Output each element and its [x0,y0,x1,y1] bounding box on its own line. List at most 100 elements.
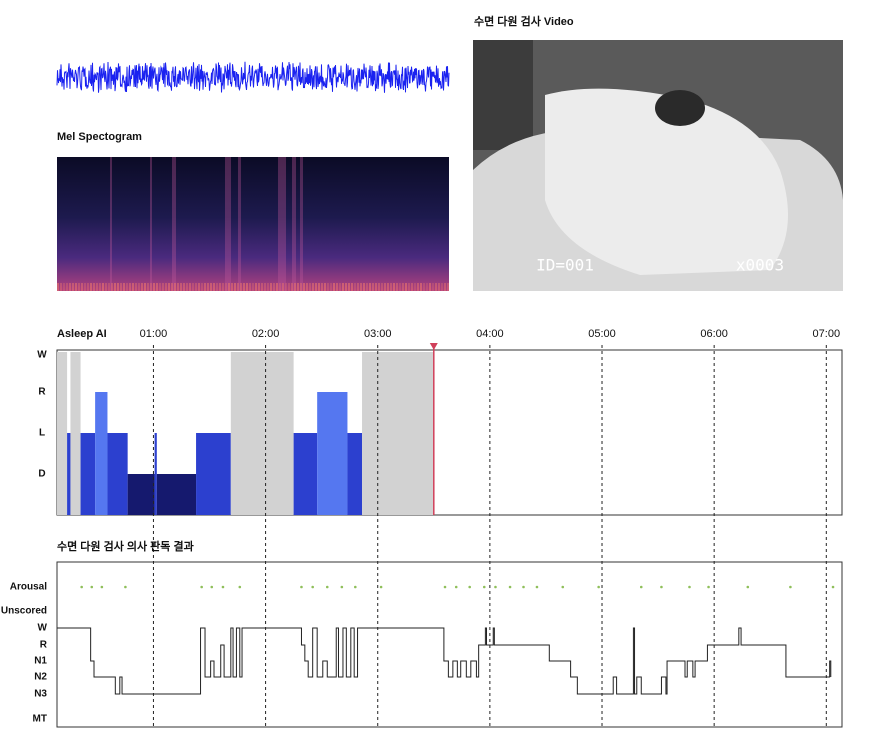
spectrogram-streak [110,157,112,291]
spectrogram-band [294,283,296,291]
spectrogram-band [87,283,89,291]
stage-bar [293,433,318,515]
spectrogram-band [225,283,227,291]
arousal-dot [707,585,710,589]
spectrogram-band [336,283,338,291]
spectrogram-band [210,283,212,291]
spectrogram-band [435,283,437,291]
arousal-dot [522,585,525,589]
spectrogram-band [60,283,62,291]
x-tick-label: 07:00 [813,328,841,340]
spectrogram-band [177,283,179,291]
spectrogram-band [165,283,167,291]
y-tick-label: N3 [34,689,47,700]
spectrogram-band [99,283,101,291]
spectrogram-band [90,283,92,291]
spectrogram-band [111,283,113,291]
spectrogram-band [246,283,248,291]
spectrogram-band [411,283,413,291]
spectrogram-band [372,283,374,291]
stage-bar [95,392,108,515]
spectrogram-band [402,283,404,291]
spectrogram-band [66,283,68,291]
spectrogram-band [366,283,368,291]
spectrogram-band [129,283,131,291]
spectrogram-band [180,283,182,291]
spectrogram-band [69,283,71,291]
spectrogram-streak [150,157,152,291]
stage-bar [317,392,348,515]
spectrogram-band [441,283,443,291]
time-cursor-head [429,343,438,350]
spectrogram-band [168,283,170,291]
spectrogram-band [348,283,350,291]
spectrogram-band [186,283,188,291]
stage-bar [362,352,434,515]
spectrogram-band [270,283,272,291]
spectrogram-band [255,283,257,291]
spectrogram-band [141,283,143,291]
y-tick-label: N2 [34,672,47,683]
spectrogram-band [135,283,137,291]
spectrogram-band [198,283,200,291]
spectrogram-band [288,283,290,291]
spectrogram-band [195,283,197,291]
spectrogram-band [258,283,260,291]
spectrogram-band [273,283,275,291]
spectrogram-band [393,283,395,291]
y-tick-label: R [38,387,46,398]
spectrogram-band [414,283,416,291]
arousal-dot [311,585,314,589]
spectrogram-streak [238,157,241,291]
waveform-trace [56,61,450,93]
arousal-dot [746,585,750,589]
arousal-dot [688,585,691,589]
spectrogram-band [222,283,224,291]
spectrogram-streak [172,157,176,291]
arousal-dot [494,585,497,589]
spectrogram-band [96,283,98,291]
spectrogram-band [132,283,134,291]
arousal-dot [124,585,127,589]
stage-bar [196,433,231,515]
arousal-dot [443,585,447,589]
spectrogram-band [276,283,278,291]
y-tick-label: Unscored [1,606,47,617]
stage-bar [347,433,363,515]
spectrogram-band [285,283,287,291]
spectrogram-band [354,283,356,291]
arousal-dot [831,585,835,589]
x-tick-label: 02:00 [252,328,280,340]
spectrogram-band [444,283,446,291]
chart-title: 수면 다원 검사 의사 판독 결과 [57,539,194,553]
arousal-dot [597,585,600,589]
stage-bar [230,352,294,515]
stage-bar [67,433,71,515]
arousal-dot [789,585,792,589]
spectrogram-band [426,283,428,291]
x-tick-label: 04:00 [476,328,504,340]
x-tick-label: 01:00 [140,328,168,340]
arousal-dot [660,585,663,589]
spectrogram-band [330,283,332,291]
spectrogram-band [75,283,77,291]
spectrogram-band [204,283,206,291]
stage-bar [57,352,68,515]
spectrogram-band [375,283,377,291]
spectrogram-streak [225,157,231,291]
arousal-dot [535,585,539,589]
y-tick-label: D [38,469,45,480]
arousal-dot [639,585,643,589]
spectrogram-band [405,283,407,291]
spectrogram-band [309,283,311,291]
spectrogram-streak [278,157,286,291]
spectrogram-band [105,283,107,291]
spectrogram-band [321,283,323,291]
spectrogram-band [249,283,251,291]
stage-bar [156,474,197,515]
arousal-dot [238,585,242,589]
y-tick-label: W [38,623,48,634]
arousal-dot [561,585,565,589]
arousal-dot [508,585,512,589]
